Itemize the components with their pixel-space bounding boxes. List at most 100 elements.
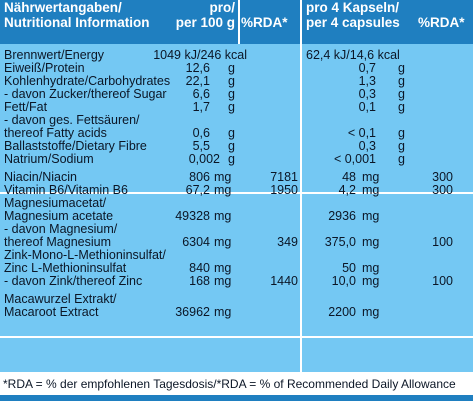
header-line: per 100 g xyxy=(175,15,235,30)
table-row: - davon Magnesium/ xyxy=(0,223,473,236)
nutrient-label: thereof Fatty acids xyxy=(4,126,107,140)
rda-per-capsules: 100 xyxy=(432,235,453,249)
table-row: Natrium/Sodium 0,002 g < 0,001 g xyxy=(0,153,473,166)
value-per-capsules: 0,7 xyxy=(358,61,376,75)
header-line: Nutritional Information xyxy=(4,15,150,30)
table-row: Magnesiumacetat/ xyxy=(0,197,473,210)
rda-per-capsules: 300 xyxy=(432,183,453,197)
value-per-100g: 168 xyxy=(189,274,210,288)
section-divider xyxy=(0,192,473,194)
nutrient-label: Zink-Mono-L-Methioninsulfat/ xyxy=(4,248,166,262)
table-row: Macawurzel Extrakt/ xyxy=(0,293,473,306)
header-line: pro/ xyxy=(209,0,236,15)
table-header: Nährwertangaben/ Nutritional Information… xyxy=(0,0,473,44)
footnote: *RDA = % der empfohlenen Tagesdosis/*RDA… xyxy=(0,373,473,395)
unit-per-100g: g xyxy=(228,74,235,88)
value-per-100g: 67,2 xyxy=(185,183,210,197)
nutrient-label: thereof Magnesium xyxy=(4,235,112,249)
table-row: - davon Zucker/thereof Sugar 6,6 g 0,3 g xyxy=(0,88,473,101)
unit-per-capsules: mg xyxy=(362,274,380,288)
unit-per-100g: g xyxy=(228,139,235,153)
header-line: Nährwertangaben/ xyxy=(4,0,122,15)
nutrient-label: - davon ges. Fettsäuren/ xyxy=(4,113,140,127)
header-per-4-capsules: pro 4 Kapseln/ per 4 capsules xyxy=(306,0,416,44)
value-per-capsules: 2936 xyxy=(328,209,356,223)
table-row: Magnesium acetate 49328 mg 2936 mg xyxy=(0,210,473,223)
nutrient-label: Macawurzel Extrakt/ xyxy=(4,292,117,306)
header-divider xyxy=(238,0,240,44)
table-row: Vitamin B6/Vitamin B6 67,2 mg 1950 4,2 mg 300 xyxy=(0,184,473,197)
table-row: thereof Magnesium 6304 mg 349 375,0 mg 100 xyxy=(0,236,473,249)
unit-per-100g: g xyxy=(228,61,235,75)
nutrient-label: - davon Zink/thereof Zinc xyxy=(4,274,143,288)
nutrient-label: Zinc L-Methioninsulfat xyxy=(4,261,127,275)
rda-per-capsules: 100 xyxy=(432,274,453,288)
nutrient-label: Ballaststoffe/Dietary Fibre xyxy=(4,139,147,153)
value-per-100g: 0,002 xyxy=(188,152,220,166)
table-row: Fett/Fat 1,7 g 0,1 g xyxy=(0,101,473,114)
unit-per-100g: mg xyxy=(214,183,232,197)
table-row: Zink-Mono-L-Methioninsulfat/ xyxy=(0,249,473,262)
value-per-capsules: < 0,001 xyxy=(333,152,376,166)
unit-per-100g: mg xyxy=(214,305,232,319)
unit-per-capsules: mg xyxy=(362,235,380,249)
nutrient-label: Magnesiumacetat/ xyxy=(4,196,107,210)
unit-per-100g: mg xyxy=(214,209,232,223)
rda-per-capsules: 300 xyxy=(432,170,453,184)
unit-per-capsules: mg xyxy=(362,183,380,197)
nutrient-label: - davon Magnesium/ xyxy=(4,222,118,236)
table-row: Kohlenhydrate/Carbohydrates 22,1 g 1,3 g xyxy=(0,75,473,88)
unit-per-capsules: g xyxy=(398,139,405,153)
unit-per-capsules: g xyxy=(398,126,405,140)
table-row: Ballaststoffe/Dietary Fibre 5,5 g 0,3 g xyxy=(0,140,473,153)
nutrient-label: Brennwert/Energy xyxy=(4,48,105,62)
unit-per-capsules: mg xyxy=(362,170,380,184)
table-row: Brennwert/Energy 1049 kJ/246 kcal 62,4 kJ/… xyxy=(0,49,473,62)
bottom-bar xyxy=(0,395,473,401)
header-divider xyxy=(300,0,302,44)
rda-per-100g: 1440 xyxy=(270,274,298,288)
rda-per-100g: 1950 xyxy=(270,183,298,197)
unit-per-capsules: mg xyxy=(362,305,380,319)
table-row: thereof Fatty acids 0,6 g < 0,1 g xyxy=(0,127,473,140)
nutrient-label: Magnesium acetate xyxy=(4,209,114,223)
value-per-capsules: < 0,1 xyxy=(347,126,376,140)
rda-per-100g: 349 xyxy=(277,235,298,249)
value-per-100g: 22,1 xyxy=(185,74,210,88)
unit-per-capsules: mg xyxy=(362,261,380,275)
nutrient-label: Macaroot Extract xyxy=(4,305,99,319)
value-per-capsules: 4,2 xyxy=(338,183,356,197)
unit-per-capsules: g xyxy=(398,74,405,88)
value-per-capsules: 50 xyxy=(342,261,356,275)
header-nutrition-info: Nährwertangaben/ Nutritional Information xyxy=(4,0,150,44)
value-per-capsules: 10,0 xyxy=(331,274,356,288)
value-per-100g: 1049 kJ/246 kcal xyxy=(153,48,247,62)
nutrient-label: Fett/Fat xyxy=(4,100,48,114)
value-per-capsules: 62,4 kJ/14,6 kcal xyxy=(306,48,400,62)
table-row: Niacin/Niacin 806 mg 7181 48 mg 300 xyxy=(0,171,473,184)
unit-per-100g: mg xyxy=(214,261,232,275)
header-rda-capsules: %RDA* xyxy=(418,0,472,44)
unit-per-100g: mg xyxy=(214,235,232,249)
column-divider xyxy=(300,44,302,372)
header-rda-100g: %RDA* xyxy=(241,0,297,44)
value-per-100g: 0,6 xyxy=(192,126,210,140)
value-per-capsules: 2200 xyxy=(328,305,356,319)
unit-per-100g: g xyxy=(228,87,235,101)
header-line: %RDA* xyxy=(241,15,288,30)
nutrient-label: Vitamin B6/Vitamin B6 xyxy=(4,183,128,197)
nutrient-label: Natrium/Sodium xyxy=(4,152,94,166)
value-per-capsules: 375,0 xyxy=(324,235,356,249)
rda-per-100g: 7181 xyxy=(270,170,298,184)
unit-per-100g: g xyxy=(228,152,235,166)
table-row: Eiweiß/Protein 12,6 g 0,7 g xyxy=(0,62,473,75)
header-line: %RDA* xyxy=(418,15,465,30)
unit-per-capsules: g xyxy=(398,100,405,114)
value-per-100g: 5,5 xyxy=(192,139,210,153)
table-row: - davon ges. Fettsäuren/ xyxy=(0,114,473,127)
unit-per-capsules: g xyxy=(398,87,405,101)
value-per-100g: 840 xyxy=(189,261,210,275)
table-row: Macaroot Extract 36962 mg 2200 mg xyxy=(0,306,473,319)
unit-per-100g: g xyxy=(228,126,235,140)
value-per-100g: 806 xyxy=(189,170,210,184)
